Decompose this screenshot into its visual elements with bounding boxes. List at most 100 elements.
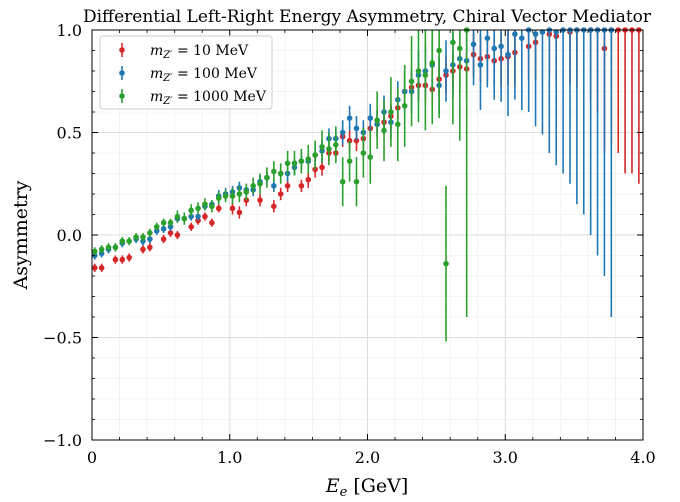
data-point bbox=[222, 193, 229, 199]
data-point bbox=[367, 154, 374, 160]
data-point bbox=[367, 115, 374, 121]
data-point bbox=[147, 236, 153, 242]
data-point bbox=[450, 39, 456, 46]
legend-label: mZ′ = 1000 MeV bbox=[150, 89, 267, 107]
data-point bbox=[298, 158, 305, 164]
data-point bbox=[360, 150, 367, 156]
data-point bbox=[271, 183, 277, 189]
legend-marker bbox=[119, 70, 125, 76]
data-point bbox=[188, 224, 194, 230]
data-point bbox=[505, 51, 511, 58]
data-point bbox=[257, 197, 263, 203]
x-tick-label: 4.0 bbox=[630, 448, 655, 467]
data-point bbox=[271, 168, 277, 175]
axis-ticks bbox=[91, 29, 644, 441]
data-point bbox=[140, 246, 146, 253]
data-point bbox=[470, 41, 477, 48]
x-tick-label: 3.0 bbox=[493, 448, 518, 467]
data-point bbox=[277, 191, 284, 197]
data-point bbox=[284, 183, 291, 189]
data-point bbox=[539, 29, 546, 35]
data-point bbox=[98, 246, 105, 253]
data-point bbox=[209, 203, 215, 210]
data-point bbox=[518, 35, 525, 41]
data-point bbox=[277, 170, 284, 177]
data-point bbox=[264, 174, 270, 181]
data-point bbox=[381, 127, 387, 134]
data-point bbox=[195, 205, 201, 212]
legend-marker bbox=[119, 47, 125, 53]
data-point bbox=[147, 244, 153, 251]
data-point bbox=[243, 189, 250, 195]
data-point bbox=[312, 152, 318, 158]
data-point bbox=[408, 78, 415, 85]
data-point bbox=[346, 158, 353, 164]
y-tick-label: 1.0 bbox=[57, 21, 82, 40]
data-point bbox=[98, 265, 105, 271]
data-point bbox=[298, 183, 305, 189]
data-point bbox=[112, 256, 119, 263]
data-point bbox=[91, 265, 98, 271]
data-point bbox=[91, 248, 98, 255]
data-point bbox=[339, 178, 346, 185]
data-point bbox=[326, 146, 332, 152]
data-point bbox=[415, 68, 422, 74]
data-point bbox=[133, 234, 139, 240]
data-point bbox=[532, 31, 539, 37]
y-tick-label: −1.0 bbox=[43, 431, 82, 450]
x-tick-label: 2.0 bbox=[355, 448, 380, 467]
data-point bbox=[305, 176, 312, 183]
data-point bbox=[112, 244, 119, 251]
y-axis-label: Asymmetry bbox=[10, 180, 32, 290]
data-point bbox=[257, 180, 263, 187]
data-point bbox=[388, 109, 394, 115]
series-2 bbox=[91, 27, 470, 342]
y-tick-label: 0.0 bbox=[57, 226, 82, 245]
data-point bbox=[374, 117, 380, 123]
data-point bbox=[319, 164, 325, 171]
legend-label: mZ′ = 10 MeV bbox=[150, 43, 249, 61]
x-tick-label: 0 bbox=[87, 448, 97, 467]
legend-marker bbox=[119, 93, 125, 99]
data-point bbox=[195, 213, 201, 220]
data-point bbox=[160, 219, 167, 226]
data-point bbox=[167, 230, 174, 236]
data-point bbox=[119, 238, 126, 244]
data-point bbox=[512, 31, 518, 37]
y-tick-label: −0.5 bbox=[43, 329, 82, 348]
data-point bbox=[167, 219, 174, 226]
y-tick-labels: −1.0 −0.5 0.0 0.5 1.0 bbox=[43, 21, 82, 450]
data-point bbox=[553, 29, 560, 35]
data-point bbox=[284, 160, 291, 167]
data-point bbox=[174, 213, 181, 220]
data-point bbox=[160, 226, 167, 232]
data-point bbox=[353, 178, 360, 185]
x-tick-labels: 0 1.0 2.0 3.0 4.0 bbox=[87, 448, 656, 467]
x-axis-label: Ee [GeV] bbox=[325, 475, 409, 500]
data-point bbox=[250, 183, 256, 189]
data-point bbox=[202, 213, 208, 220]
data-point bbox=[491, 45, 498, 52]
data-point bbox=[484, 35, 491, 41]
data-point bbox=[429, 60, 436, 66]
data-point bbox=[229, 193, 236, 199]
data-point bbox=[119, 256, 126, 263]
data-point bbox=[339, 129, 346, 136]
data-point bbox=[140, 234, 146, 240]
data-point bbox=[202, 201, 208, 208]
legend-label: mZ′ = 100 MeV bbox=[150, 66, 258, 84]
data-point bbox=[147, 230, 153, 236]
data-point bbox=[153, 224, 160, 230]
data-point bbox=[498, 43, 504, 50]
data-point bbox=[436, 47, 442, 54]
data-point bbox=[181, 215, 188, 222]
data-point bbox=[443, 68, 449, 74]
data-point bbox=[401, 103, 408, 109]
data-point bbox=[215, 195, 222, 201]
x-tick-label: 1.0 bbox=[217, 448, 242, 467]
data-point bbox=[126, 238, 132, 244]
data-point bbox=[333, 142, 339, 148]
data-point bbox=[395, 121, 401, 128]
legend: mZ′ = 10 MeV mZ′ = 100 MeV mZ′ = 1000 MeV bbox=[99, 35, 273, 110]
